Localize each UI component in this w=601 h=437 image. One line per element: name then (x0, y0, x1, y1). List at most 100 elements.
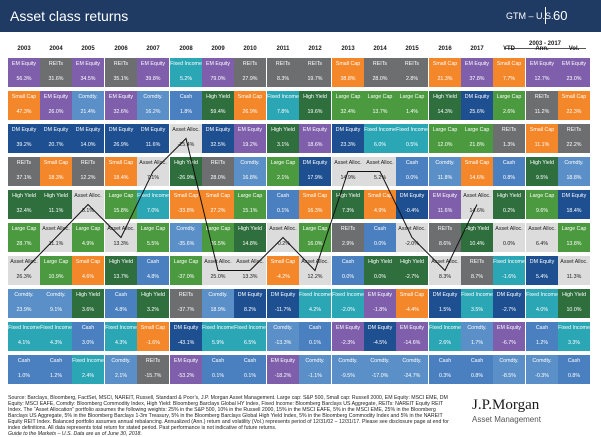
asset-cell: Cash 1.2% (526, 322, 558, 351)
asset-cell: High Yield 32.4% (8, 190, 40, 219)
asset-cell: Large Cap 4.9% (72, 223, 104, 252)
asset-return: 2.6% (438, 340, 452, 346)
asset-name: REITs (340, 226, 356, 232)
asset-cell: Small Cap 16.3% (299, 190, 331, 219)
asset-cell: DM Equity 32.5% (202, 124, 234, 153)
asset-name: Comdty. (370, 358, 390, 364)
asset-cell: DM Equity -2.7% (493, 289, 525, 318)
asset-return: 26.9% (242, 109, 258, 115)
year-header: 2016 (438, 46, 452, 52)
asset-cell: Small Cap -4.4% (396, 289, 428, 318)
jpmorgan-logo: J.P.Morgan Asset Management (472, 397, 592, 424)
asset-name: EM Equity (140, 61, 166, 67)
asset-name: Small Cap (11, 94, 37, 100)
asset-name: High Yield (44, 193, 68, 199)
asset-return: -2.3% (341, 340, 355, 346)
asset-return: 79.0% (210, 76, 226, 82)
asset-name: EM Equity (464, 61, 490, 67)
asset-cell: Large Cap -37.0% (170, 256, 202, 285)
asset-return: 37.8% (469, 76, 485, 82)
asset-cell: REITs 19.7% (299, 58, 331, 87)
asset-cell: Large Cap 12.0% (429, 124, 461, 153)
asset-name: REITs (501, 127, 517, 133)
asset-name: Asset Alloc. (528, 226, 556, 232)
asset-cell: Cash 0.0% (396, 157, 428, 186)
asset-name: DM Equity (432, 292, 458, 298)
asset-name: Comdty. (305, 358, 325, 364)
asset-cell: Cash 3.0% (72, 322, 104, 351)
asset-return: 37.1% (16, 175, 32, 181)
page-number: 60 (553, 8, 568, 23)
guide-label: GTM – U.S. (506, 11, 554, 21)
asset-cell: DM Equity 1.5% (429, 289, 461, 318)
asset-return: 1.7% (470, 340, 484, 346)
asset-cell: Cash 0.8% (461, 355, 493, 384)
asset-name: Large Cap (140, 226, 166, 232)
asset-name: High Yield (562, 292, 586, 298)
asset-cell: High Yield 14.8% (234, 223, 266, 252)
asset-cell: EM Equity -2.3% (332, 322, 364, 351)
year-header: 2005 (81, 46, 95, 52)
asset-return: 3.6% (81, 307, 95, 313)
asset-cell: Fixed Income 7.0% (137, 190, 169, 219)
asset-name: Cash (308, 325, 322, 331)
asset-name: High Yield (368, 259, 392, 265)
asset-name: Asset Alloc. (139, 160, 167, 166)
asset-return: 18.6% (307, 142, 323, 148)
year-header: 2009 (211, 46, 225, 52)
asset-name: Cash (17, 358, 31, 364)
asset-name: Comdty. (435, 160, 455, 166)
asset-return: 27.9% (242, 76, 258, 82)
asset-return: 3.3% (567, 340, 581, 346)
asset-return: -35.6% (177, 241, 195, 247)
asset-cell: Fixed Income 3.3% (558, 322, 590, 351)
asset-return: -1.6% (146, 340, 160, 346)
asset-return: 0.8% (470, 373, 484, 379)
asset-cell: REITs 2.8% (396, 58, 428, 87)
asset-return: 47.3% (16, 109, 32, 115)
asset-name: Large Cap (75, 226, 101, 232)
asset-return: 18.9% (210, 307, 226, 313)
asset-cell: DM Equity -4.5% (364, 322, 396, 351)
asset-name: Small Cap (335, 61, 361, 67)
asset-cell: Small Cap 18.3% (40, 157, 72, 186)
asset-cell: Comdty. -35.6% (170, 223, 202, 252)
year-header: 2013 (341, 46, 355, 52)
asset-name: DM Equity (367, 325, 393, 331)
asset-name: Comdty. (273, 325, 293, 331)
asset-name: Large Cap (432, 127, 458, 133)
asset-cell: Small Cap 7.7% (493, 58, 525, 87)
asset-name: EM Equity (496, 325, 522, 331)
asset-return: 12.2% (80, 175, 96, 181)
asset-cell: Large Cap 21.8% (461, 124, 493, 153)
asset-return: 2.1% (114, 373, 128, 379)
asset-return: 4.9% (373, 208, 387, 214)
asset-return: 13.7% (372, 109, 388, 115)
asset-cell: Comdty. 21.4% (72, 91, 104, 120)
asset-return: 22.3% (566, 109, 582, 115)
asset-cell: DM Equity -11.7% (267, 289, 299, 318)
asset-cell: Small Cap 4.9% (364, 190, 396, 219)
asset-name: Fixed Income (526, 292, 558, 298)
asset-return: 10.0% (566, 307, 582, 313)
asset-cell: High Yield 10.4% (461, 223, 493, 252)
asset-return: 5.9% (211, 340, 225, 346)
asset-allocation-path (23, 137, 478, 272)
asset-return: -2.7% (405, 274, 419, 280)
asset-cell: Small Cap -1.6% (137, 322, 169, 351)
asset-cell: Asset Alloc. 6.4% (526, 223, 558, 252)
asset-cell: Cash 0.1% (267, 190, 299, 219)
asset-cell: Comdty. 18.8% (558, 157, 590, 186)
asset-name: High Yield (336, 193, 360, 199)
asset-cell: EM Equity 18.6% (299, 124, 331, 153)
asset-cell: High Yield 13.7% (105, 256, 137, 285)
asset-name: Cash (341, 259, 355, 265)
asset-cell: Fixed Income 0.5% (396, 124, 428, 153)
asset-name: Large Cap (205, 226, 231, 232)
asset-name: EM Equity (270, 358, 296, 364)
asset-return: 34.5% (80, 76, 96, 82)
asset-name: Large Cap (464, 127, 490, 133)
asset-name: Fixed Income (429, 325, 461, 331)
asset-name: Large Cap (367, 94, 393, 100)
asset-name: Asset Alloc. (10, 259, 38, 265)
